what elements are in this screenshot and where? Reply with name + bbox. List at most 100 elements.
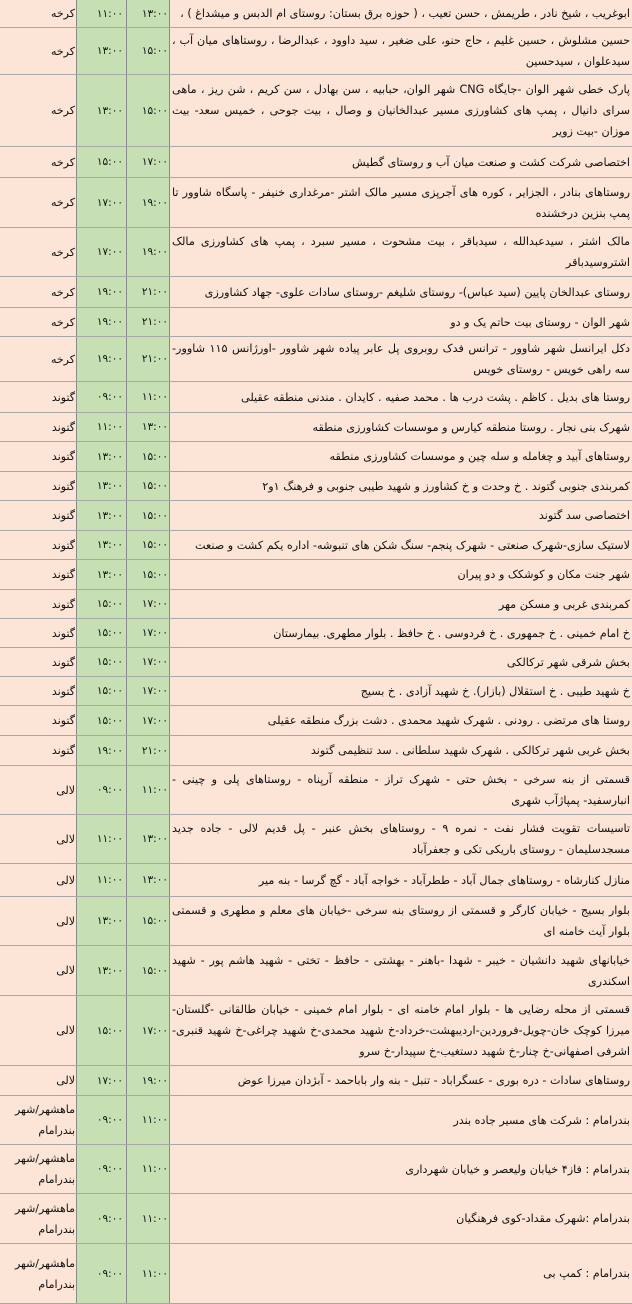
table-row: گتوند ۱۳:۰۰ ۱۵:۰۰ اختصاصی سد گتوند xyxy=(0,501,632,531)
city-cell: ماهشهر/شهر بندرامام xyxy=(0,1096,77,1144)
area-description-text: ابوغریب ، شیخ نادر ، طریمش ، حسن تعیب ، … xyxy=(180,7,630,20)
city-cell: لالی xyxy=(0,1066,77,1095)
city-cell: کرخه xyxy=(0,277,77,307)
end-time-cell: ۱۷:۰۰ xyxy=(127,706,170,735)
table-row: گتوند ۱۹:۰۰ ۲۱:۰۰ بخش غربی شهر ترکالکی . شه… xyxy=(0,736,632,766)
city-cell: گتوند xyxy=(0,501,77,530)
city-cell: گتوند xyxy=(0,677,77,705)
area-description-text: تاسیسات تقویت فشار نفت - نمره ۹ - روستاه… xyxy=(172,822,630,856)
end-time-cell: ۲۱:۰۰ xyxy=(127,736,170,765)
table-row: کرخه ۱۷:۰۰ ۱۹:۰۰ مالک اشتر ، سیدعبدالله ، س… xyxy=(0,228,632,277)
end-time-cell: ۲۱:۰۰ xyxy=(127,308,170,336)
start-time-cell: ۱۹:۰۰ xyxy=(77,337,127,381)
area-description-text: مالک اشتر ، سیدعبدالله ، سیدباقر ، بیت م… xyxy=(172,235,630,269)
area-description-cell: روستای عبدالخان پایین (سید عباس)- روستای… xyxy=(170,277,632,307)
table-row: ماهشهر/شهر بندرامام ۰۹:۰۰ ۱۱:۰۰ بندرامام : … xyxy=(0,1244,632,1304)
end-time-cell: ۱۱:۰۰ xyxy=(127,1194,170,1243)
city-cell: کرخه xyxy=(0,0,77,27)
area-description-text: بلوار بسیج - خیابان کارگر و قسمتی از روس… xyxy=(172,904,630,938)
end-time-cell: ۱۵:۰۰ xyxy=(127,560,170,589)
end-time-cell: ۱۵:۰۰ xyxy=(127,28,170,74)
start-time-cell: ۱۵:۰۰ xyxy=(77,619,127,647)
start-time-cell: ۰۹:۰۰ xyxy=(77,382,127,412)
area-description-text: روستاهای بنادر ، الجزایر ، کوره های آجرپ… xyxy=(172,185,630,220)
area-description-text: شهر الوان - روستای بیت حاتم یک و دو xyxy=(450,315,630,329)
table-row: گتوند ۰۹:۰۰ ۱۱:۰۰ روستا های بدیل . کاظم . پ… xyxy=(0,382,632,413)
area-description-cell: بلوار بسیج - خیابان کارگر و قسمتی از روس… xyxy=(170,897,632,945)
start-time-cell: ۰۹:۰۰ xyxy=(77,1244,127,1303)
table-row: گتوند ۱۳:۰۰ ۱۵:۰۰ روستاهای آبید و چغامله و … xyxy=(0,442,632,472)
table-row: لالی ۱۱:۰۰ ۱۳:۰۰ تاسیسات تقویت فشار نفت - ن… xyxy=(0,815,632,864)
start-time-cell: ۱۳:۰۰ xyxy=(77,946,127,995)
table-row: گتوند ۱۵:۰۰ ۱۷:۰۰ بخش شرقی شهر ترکالکی xyxy=(0,648,632,677)
area-description-cell: منازل کنارشاه - روستاهای جمال آباد - ططر… xyxy=(170,864,632,896)
end-time-cell: ۱۷:۰۰ xyxy=(127,677,170,705)
end-time-cell: ۱۷:۰۰ xyxy=(127,619,170,647)
city-cell: لالی xyxy=(0,815,77,863)
city-cell: گتوند xyxy=(0,382,77,412)
start-time-cell: ۱۳:۰۰ xyxy=(77,501,127,530)
area-description-cell: خ شهید طیبی . خ استقلال (بازار). خ شهید … xyxy=(170,677,632,705)
area-description-text: منازل کنارشاه - روستاهای جمال آباد - ططر… xyxy=(258,873,630,887)
start-time-cell: ۱۱:۰۰ xyxy=(77,864,127,896)
area-description-text: خیابانهای شهید دانشیان - خیبر - شهدا -با… xyxy=(172,953,630,988)
table-row: گتوند ۱۵:۰۰ ۱۷:۰۰ خ شهید طیبی . خ استقلال (… xyxy=(0,677,632,706)
table-row: کرخه ۱۹:۰۰ ۲۱:۰۰ روستای عبدالخان پایین (سید… xyxy=(0,277,632,308)
area-description-cell: قسمتی از محله رضایی ها - بلوار امام خامن… xyxy=(170,996,632,1065)
city-cell: کرخه xyxy=(0,228,77,276)
start-time-cell: ۱۵:۰۰ xyxy=(77,147,127,177)
end-time-cell: ۲۱:۰۰ xyxy=(127,337,170,381)
start-time-cell: ۱۷:۰۰ xyxy=(77,228,127,276)
area-description-cell: کمربندی جنوبی گتوند . خ وحدت و خ کشاورز … xyxy=(170,472,632,500)
area-description-text: بندرامام : فاز۴ خیابان ولیعصر و خیابان ش… xyxy=(405,1162,630,1176)
area-description-cell: ابوغریب ، شیخ نادر ، طریمش ، حسن تعیب ، … xyxy=(170,0,632,27)
city-cell: گتوند xyxy=(0,472,77,500)
area-description-cell: بندرامام : کمپ بی xyxy=(170,1244,632,1303)
city-cell: ماهشهر/شهر بندرامام xyxy=(0,1145,77,1193)
city-cell: لالی xyxy=(0,897,77,945)
end-time-cell: ۱۹:۰۰ xyxy=(127,228,170,276)
table-row: گتوند ۱۱:۰۰ ۱۳:۰۰ شهرک بنی نجار . روستا منط… xyxy=(0,413,632,442)
area-description-cell: شهر الوان - روستای بیت حاتم یک و دو xyxy=(170,308,632,336)
end-time-cell: ۱۱:۰۰ xyxy=(127,382,170,412)
table-row: ماهشهر/شهر بندرامام ۰۹:۰۰ ۱۱:۰۰ بندرامام : … xyxy=(0,1145,632,1194)
end-time-cell: ۲۱:۰۰ xyxy=(127,277,170,307)
area-description-cell: خیابانهای شهید دانشیان - خیبر - شهدا -با… xyxy=(170,946,632,995)
city-cell: گتوند xyxy=(0,442,77,471)
table-row: ماهشهر/شهر بندرامام ۰۹:۰۰ ۱۱:۰۰ بندرامام :ش… xyxy=(0,1194,632,1244)
area-description-text: بخش غربی شهر ترکالکی . شهرک شهید سلطانی … xyxy=(310,744,630,757)
start-time-cell: ۰۹:۰۰ xyxy=(77,1096,127,1144)
area-description-cell: شهرک بنی نجار . روستا منطقه کیارس و موسس… xyxy=(170,413,632,441)
area-description-cell: روستاهای بنادر ، الجزایر ، کوره های آجرپ… xyxy=(170,178,632,227)
area-description-cell: شهر جنت مکان و کوشکک و دو پیران xyxy=(170,560,632,589)
area-description-cell: پارک خطی شهر الوان -جایگاه CNG شهر الوان… xyxy=(170,75,632,146)
start-time-cell: ۱۱:۰۰ xyxy=(77,0,127,27)
table-row: لالی ۱۱:۰۰ ۱۳:۰۰ منازل کنارشاه - روستاهای ج… xyxy=(0,864,632,897)
start-time-cell: ۱۹:۰۰ xyxy=(77,277,127,307)
area-description-text: دکل ایرانسل شهر شاوور - ترانس فدک روبروی… xyxy=(172,342,630,376)
area-description-text: روستا های بدیل . کاظم . پشت درب ها . محم… xyxy=(241,390,630,404)
area-description-cell: لاستیک سازی-شهرک صنعتی - شهرک پنجم- سنگ … xyxy=(170,531,632,559)
area-description-cell: خ امام خمینی . خ جمهوری . خ فردوسی . خ ح… xyxy=(170,619,632,647)
start-time-cell: ۱۵:۰۰ xyxy=(77,590,127,618)
area-description-cell: اختصاصی شرکت کشت و صنعت میان آب و روستای… xyxy=(170,147,632,177)
end-time-cell: ۱۱:۰۰ xyxy=(127,1096,170,1144)
city-cell: کرخه xyxy=(0,75,77,146)
city-cell: گتوند xyxy=(0,531,77,559)
table-row: لالی ۱۳:۰۰ ۱۵:۰۰ بلوار بسیج - خیابان کارگر … xyxy=(0,897,632,946)
table-row: کرخه ۱۳:۰۰ ۱۵:۰۰ حسین مشلوش ، حسین غلیم ، ح… xyxy=(0,28,632,75)
table-row: کرخه ۱۳:۰۰ ۱۵:۰۰ پارک خطی شهر الوان -جایگاه… xyxy=(0,75,632,147)
start-time-cell: ۱۵:۰۰ xyxy=(77,996,127,1065)
city-cell: لالی xyxy=(0,864,77,896)
start-time-cell: ۱۳:۰۰ xyxy=(77,560,127,589)
area-description-text: پارک خطی شهر الوان -جایگاه CNG شهر الوان… xyxy=(172,83,631,138)
end-time-cell: ۱۳:۰۰ xyxy=(127,413,170,441)
area-description-cell: تاسیسات تقویت فشار نفت - نمره ۹ - روستاه… xyxy=(170,815,632,863)
end-time-cell: ۱۳:۰۰ xyxy=(127,815,170,863)
table-row: کرخه ۱۹:۰۰ ۲۱:۰۰ دکل ایرانسل شهر شاوور - تر… xyxy=(0,337,632,382)
start-time-cell: ۱۳:۰۰ xyxy=(77,28,127,74)
end-time-cell: ۱۵:۰۰ xyxy=(127,472,170,500)
end-time-cell: ۱۵:۰۰ xyxy=(127,501,170,530)
area-description-cell: حسین مشلوش ، حسین غلیم ، حاج حنو، علی ضغ… xyxy=(170,28,632,74)
end-time-cell: ۱۱:۰۰ xyxy=(127,766,170,814)
